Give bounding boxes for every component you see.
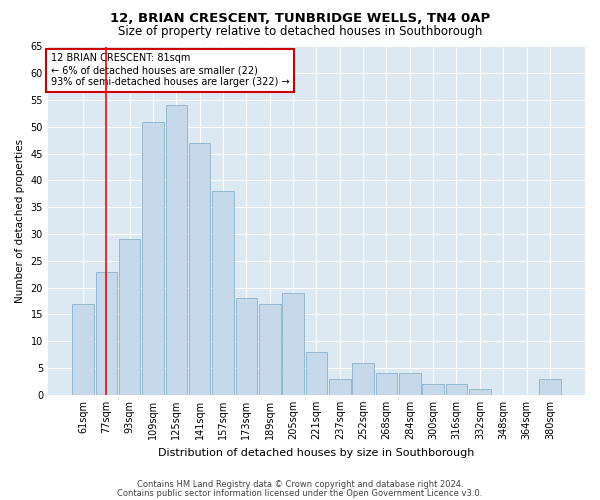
Bar [352, 362, 374, 395]
Text: Contains public sector information licensed under the Open Government Licence v3: Contains public sector information licen… [118, 488, 482, 498]
Bar [142, 122, 164, 395]
Bar [376, 374, 397, 395]
Text: Size of property relative to detached houses in Southborough: Size of property relative to detached ho… [118, 25, 482, 38]
Bar [306, 352, 327, 395]
Bar [212, 191, 234, 395]
Bar [236, 298, 257, 395]
Bar [469, 390, 491, 395]
Bar [446, 384, 467, 395]
Bar [166, 106, 187, 395]
X-axis label: Distribution of detached houses by size in Southborough: Distribution of detached houses by size … [158, 448, 475, 458]
Bar [539, 378, 560, 395]
Bar [73, 304, 94, 395]
Bar [399, 374, 421, 395]
Text: Contains HM Land Registry data © Crown copyright and database right 2024.: Contains HM Land Registry data © Crown c… [137, 480, 463, 489]
Bar [329, 378, 350, 395]
Bar [259, 304, 281, 395]
Y-axis label: Number of detached properties: Number of detached properties [15, 138, 25, 302]
Text: 12, BRIAN CRESCENT, TUNBRIDGE WELLS, TN4 0AP: 12, BRIAN CRESCENT, TUNBRIDGE WELLS, TN4… [110, 12, 490, 26]
Bar [119, 240, 140, 395]
Bar [422, 384, 444, 395]
Text: 12 BRIAN CRESCENT: 81sqm
← 6% of detached houses are smaller (22)
93% of semi-de: 12 BRIAN CRESCENT: 81sqm ← 6% of detache… [50, 54, 289, 86]
Bar [189, 143, 211, 395]
Bar [283, 293, 304, 395]
Bar [95, 272, 117, 395]
